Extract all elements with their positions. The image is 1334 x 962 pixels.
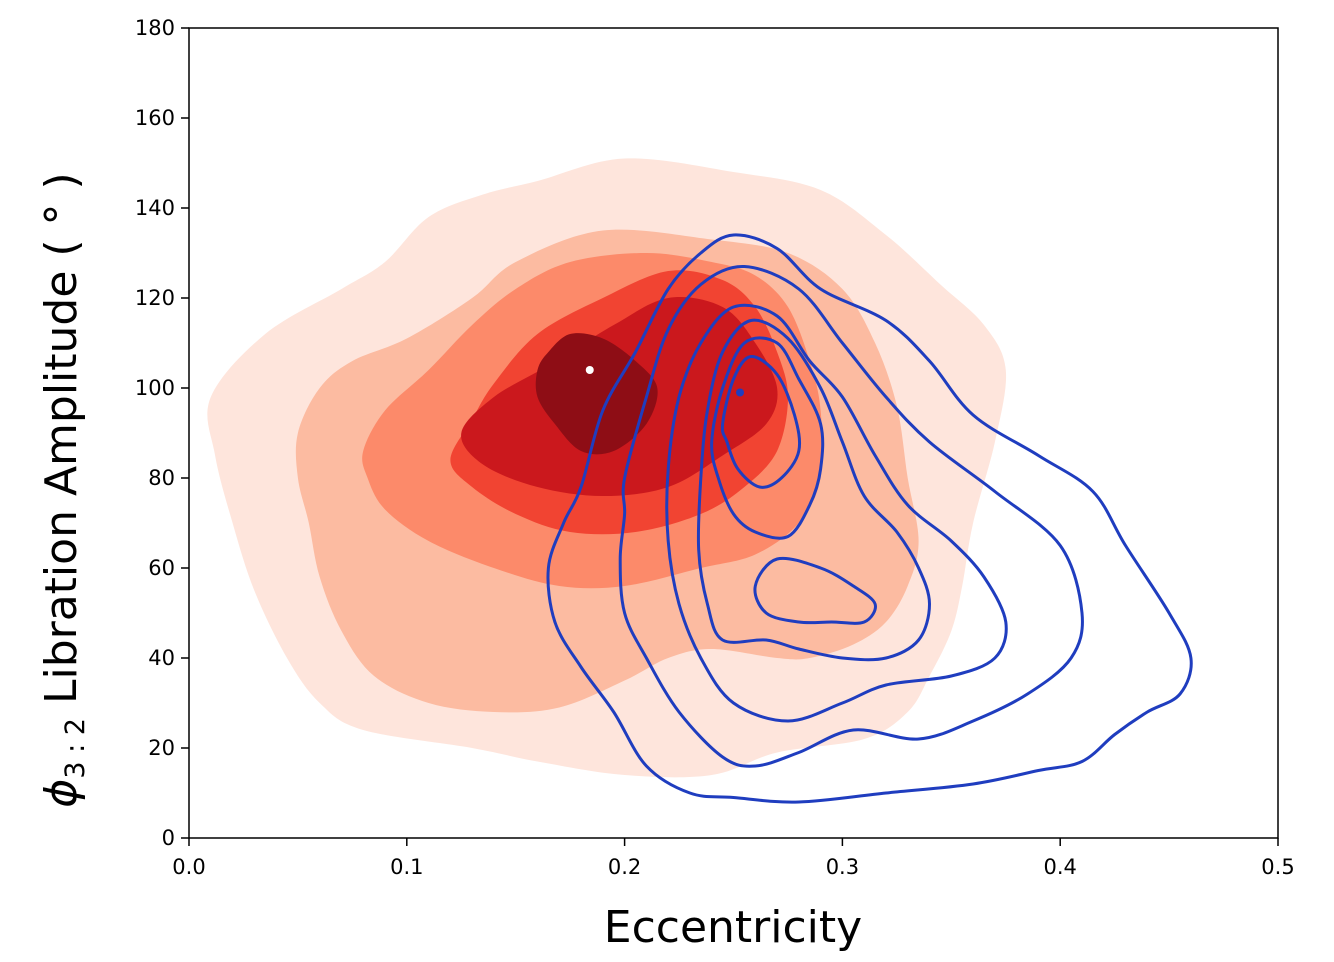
filled-density-contours [207, 158, 1007, 778]
line-contour-level-6 [720, 355, 802, 489]
line-contour-level-1 [546, 233, 1193, 804]
x-tick-label: 0.4 [1043, 855, 1076, 879]
x-tick-label: 0.2 [608, 855, 641, 879]
y-tick-label: 100 [135, 376, 175, 400]
y-tick-label: 180 [135, 16, 175, 40]
y-axis-subscript: 3 : 2 [60, 718, 91, 779]
peak-marker-2 [736, 388, 745, 397]
y-tick-label: 0 [162, 826, 175, 850]
y-axis-ticks: 0 20 40 60 80 100 120 140 160 180 [135, 16, 189, 850]
line-contour-level-4 [696, 318, 931, 662]
line-density-contours [546, 233, 1193, 804]
x-tick-label: 0.1 [390, 855, 423, 879]
x-tick-label: 0.3 [826, 855, 859, 879]
y-tick-label: 40 [148, 646, 175, 670]
y-axis-title: ϕ3 : 2 Libration Amplitude ( ° ) [36, 172, 91, 807]
y-tick-label: 160 [135, 106, 175, 130]
x-axis-ticks: 0.0 0.1 0.2 0.3 0.4 0.5 [172, 838, 1295, 879]
x-tick-label: 0.5 [1261, 855, 1294, 879]
line-contour-level-2 [618, 264, 1084, 768]
x-axis-title: Eccentricity [604, 902, 862, 953]
filled-contour-level-6 [535, 333, 658, 455]
line-contour-level-3 [665, 303, 1008, 723]
line-contour-level-5 [710, 336, 825, 540]
x-tick-label: 0.0 [172, 855, 205, 879]
y-tick-label: 140 [135, 196, 175, 220]
y-tick-label: 60 [148, 556, 175, 580]
y-tick-label: 120 [135, 286, 175, 310]
peak-marker-1 [585, 366, 594, 374]
y-tick-label: 80 [148, 466, 175, 490]
y-tick-label: 20 [148, 736, 175, 760]
y-axis-label: Libration Amplitude ( ° ) [36, 172, 87, 704]
plot-frame [188, 27, 1279, 839]
contour-peak-markers [585, 366, 745, 397]
y-axis-symbol: ϕ [36, 779, 87, 808]
line-contour-level-7 [753, 556, 877, 625]
